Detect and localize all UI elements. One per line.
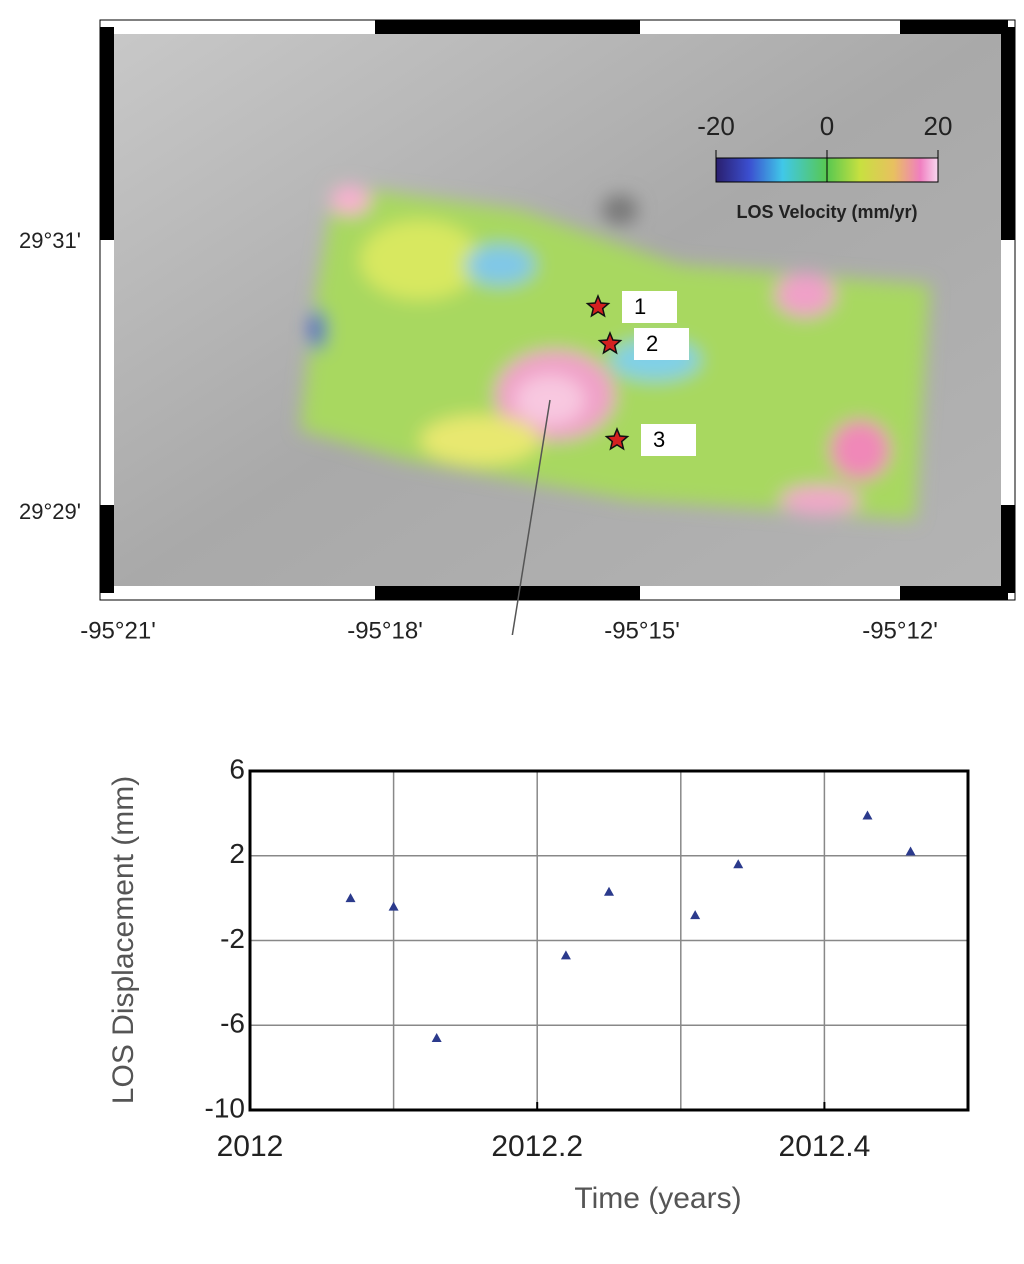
- longitude-label: -95°18': [347, 617, 423, 644]
- y-axis-label: LOS Displacement (mm): [107, 776, 140, 1104]
- colorbar-label: LOS Velocity (mm/yr): [736, 202, 917, 222]
- x-axis-label: Time (years): [574, 1182, 741, 1215]
- colorbar-tick-label: -20: [697, 111, 735, 141]
- site-label: 2: [646, 331, 658, 356]
- colorbar-tick-label: 0: [820, 111, 834, 141]
- longitude-label: -95°15': [604, 617, 680, 644]
- latitude-label: 29°31': [19, 228, 81, 253]
- page: LOS Velocity (mm/yr) 123 Time (years) LO…: [0, 0, 1024, 1264]
- colorbar-tick-label: 20: [924, 111, 953, 141]
- x-tick-label: 2012.4: [779, 1130, 871, 1163]
- figure: LOS Velocity (mm/yr) 123 Time (years) LO…: [0, 0, 1024, 1264]
- site-label: 1: [634, 294, 646, 319]
- site-label-box: [641, 424, 696, 456]
- y-tick-label: 6: [229, 753, 245, 784]
- y-tick-label: -10: [205, 1092, 245, 1123]
- longitude-label: -95°21': [80, 617, 156, 644]
- y-tick-label: -2: [220, 923, 245, 954]
- y-tick-label: -6: [220, 1008, 245, 1039]
- site-label-box: [622, 291, 677, 323]
- site-label-box: [634, 328, 689, 360]
- y-tick-label: 2: [229, 838, 245, 869]
- site-label: 3: [653, 427, 665, 452]
- longitude-label: -95°12': [862, 617, 938, 644]
- x-tick-label: 2012.2: [491, 1130, 583, 1163]
- latitude-label: 29°29': [19, 499, 81, 524]
- chart-background: [70, 635, 985, 1264]
- x-tick-label: 2012: [217, 1130, 284, 1163]
